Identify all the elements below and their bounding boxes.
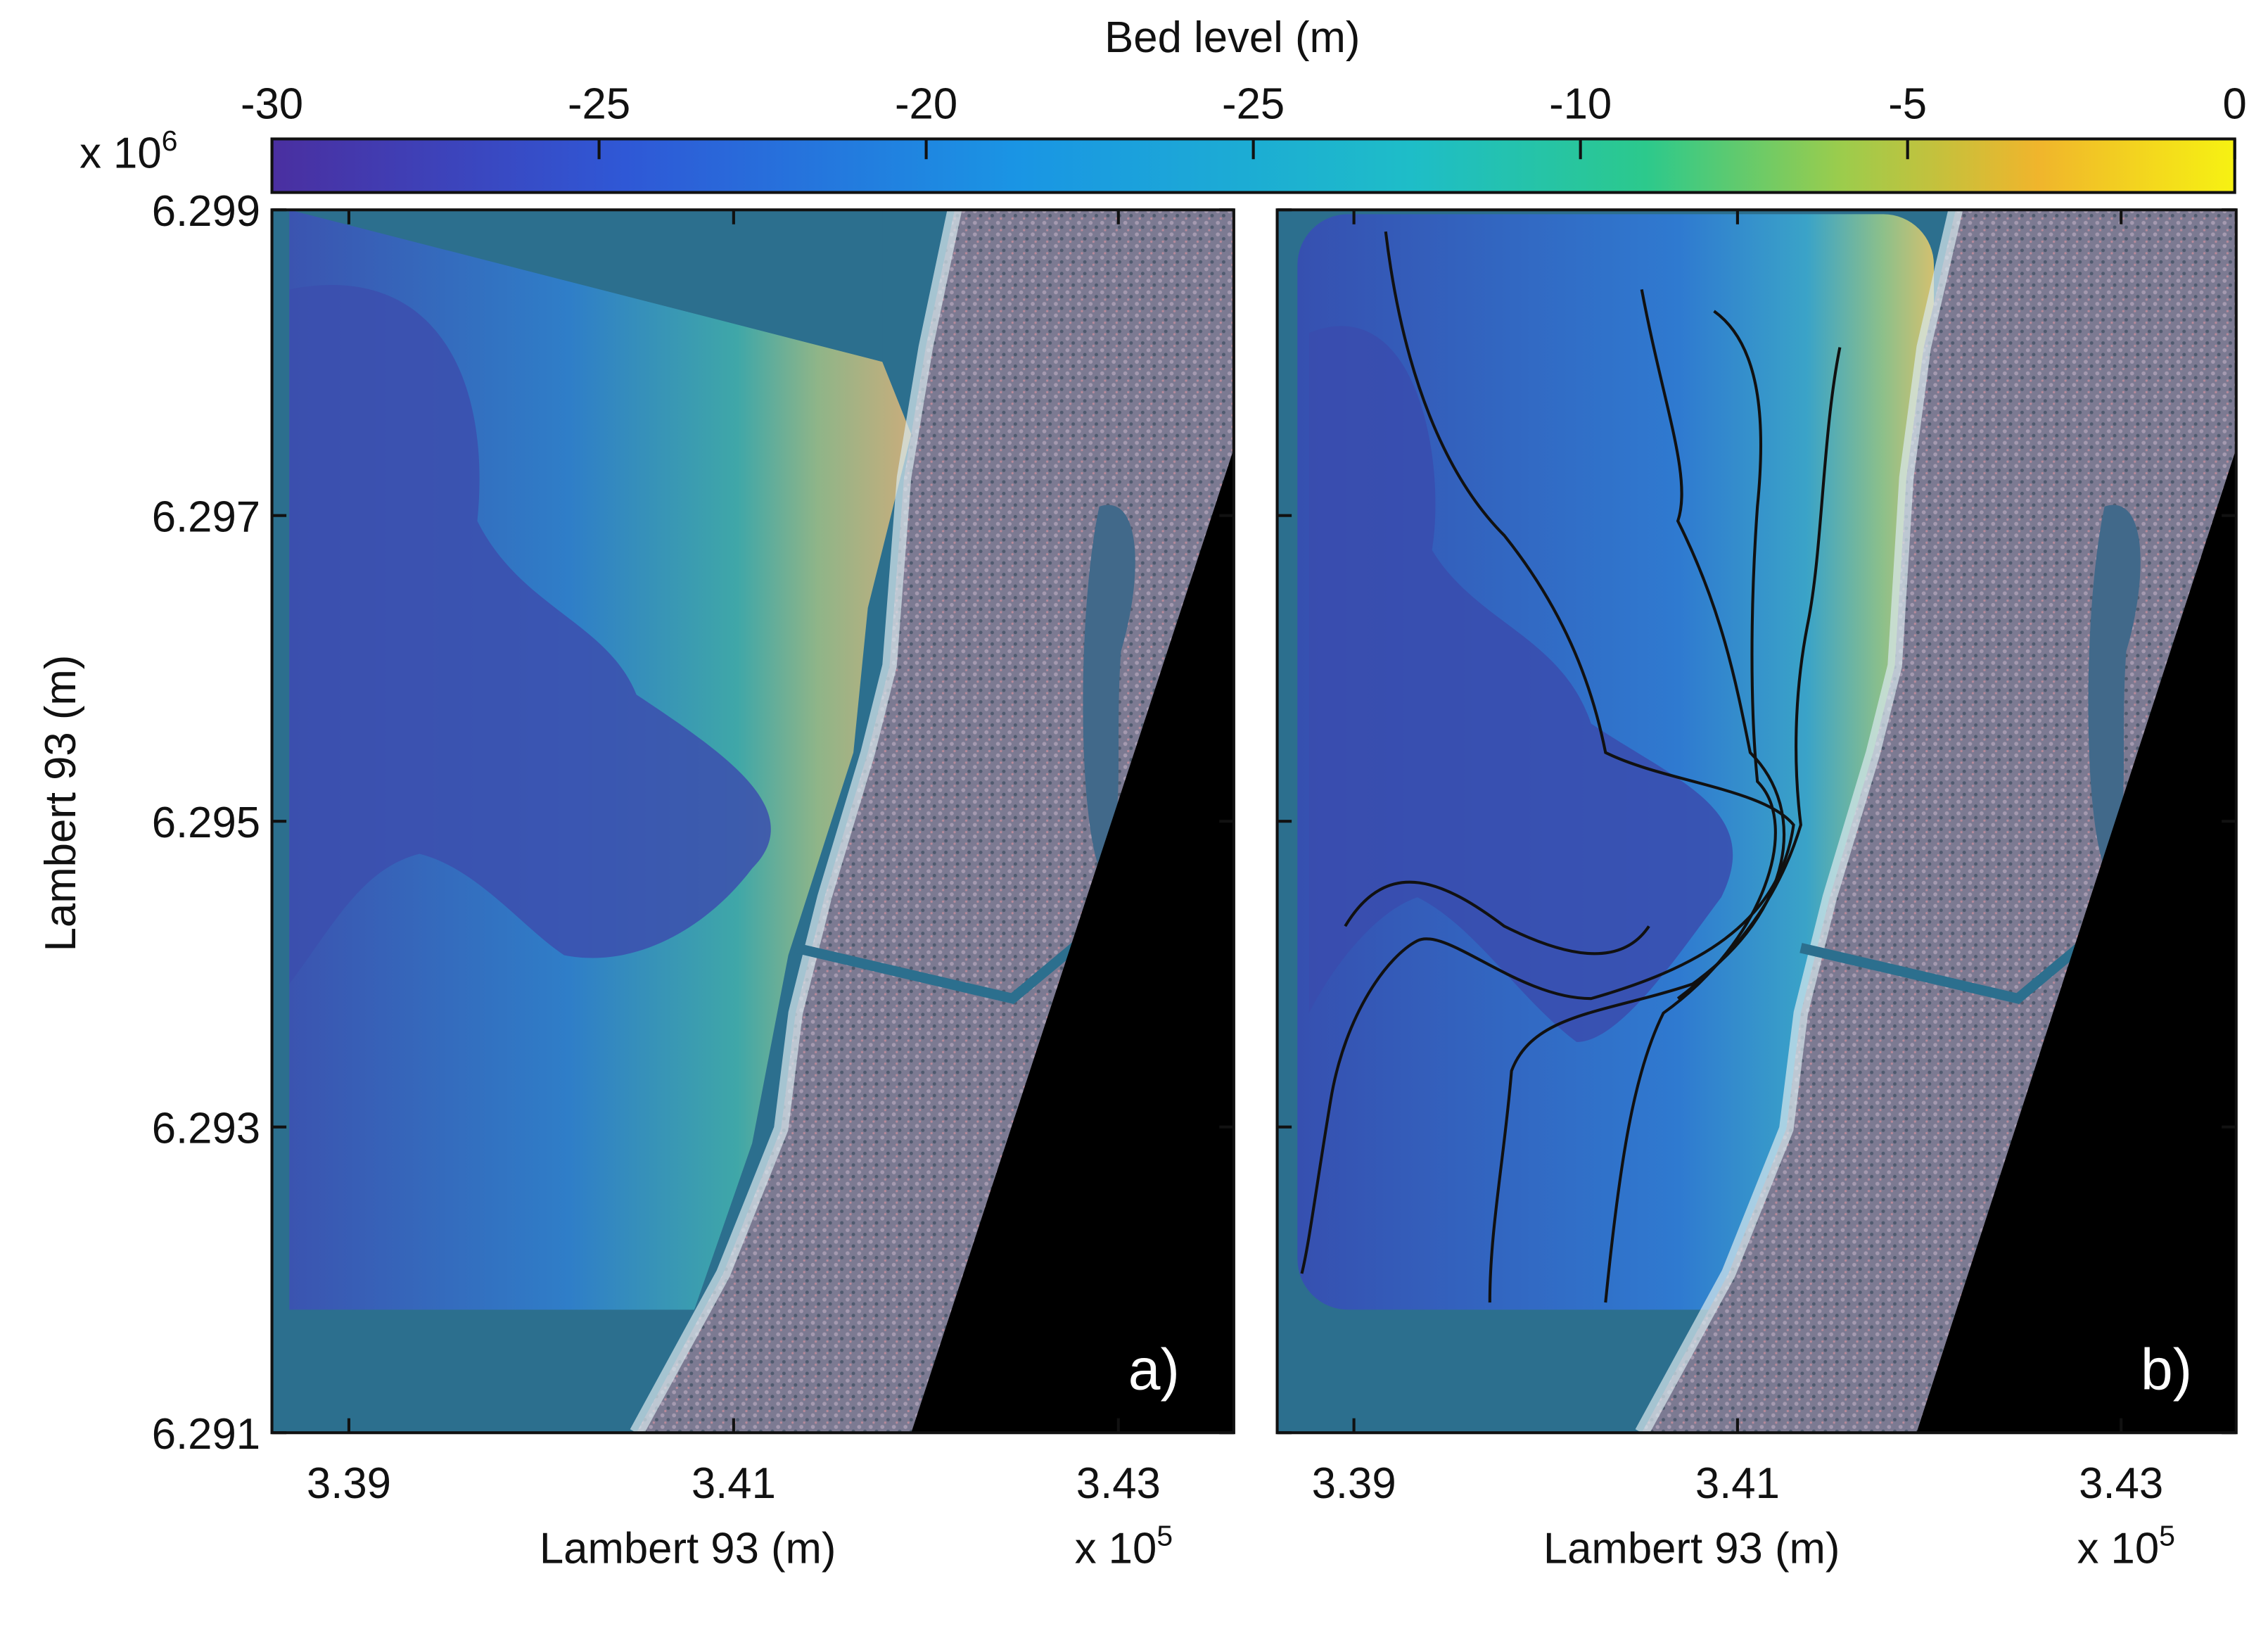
colorbar-tick-label: -5 [1888,80,1927,129]
y-tick-label: 6.297 [152,493,260,541]
x-axis-label: Lambert 93 (m) [1543,1524,1840,1573]
panel-tag: a) [1128,1338,1180,1402]
x-tick-label: 3.41 [692,1459,776,1508]
x-tick-label: 3.39 [307,1459,391,1508]
colorbar-tick-label: -25 [1222,80,1285,129]
x-scale-exponent: 5 [1157,1520,1173,1552]
x-scale-base: x 10 [2077,1524,2160,1573]
x-scale: x 105 [2077,1520,2175,1573]
colorbar-title: Bed level (m) [1104,13,1360,62]
x-scale-base: x 10 [1075,1524,1157,1573]
y-scale: x 106 [79,125,177,178]
x-tick-label: 3.43 [2079,1459,2163,1508]
x-tick-label: 3.43 [1076,1459,1161,1508]
map-b [1277,210,2236,1433]
y-scale-exponent: 6 [162,125,178,157]
colorbar-tick-label: 0 [2223,80,2247,129]
x-scale: x 105 [1075,1520,1173,1573]
colorbar-tick-label: -10 [1549,80,1612,129]
colorbar-tick-label: -30 [241,80,303,129]
x-tick-label: 3.39 [1312,1459,1396,1508]
x-tick-label: 3.41 [1695,1459,1780,1508]
panel-tag: b) [2141,1338,2192,1402]
y-tick-label: 6.299 [152,187,260,236]
map-a [272,210,1234,1433]
y-scale-base: x 10 [79,129,162,178]
y-axis-label: Lambert 93 (m) [37,655,85,952]
y-tick-label: 6.295 [152,799,260,847]
y-tick-label: 6.293 [152,1104,260,1153]
x-axis-label: Lambert 93 (m) [540,1524,836,1573]
colorbar-tick-label: -25 [568,80,630,129]
x-scale-exponent: 5 [2159,1520,2175,1552]
colorbar-tick-label: -20 [895,80,957,129]
y-tick-label: 6.291 [152,1410,260,1459]
